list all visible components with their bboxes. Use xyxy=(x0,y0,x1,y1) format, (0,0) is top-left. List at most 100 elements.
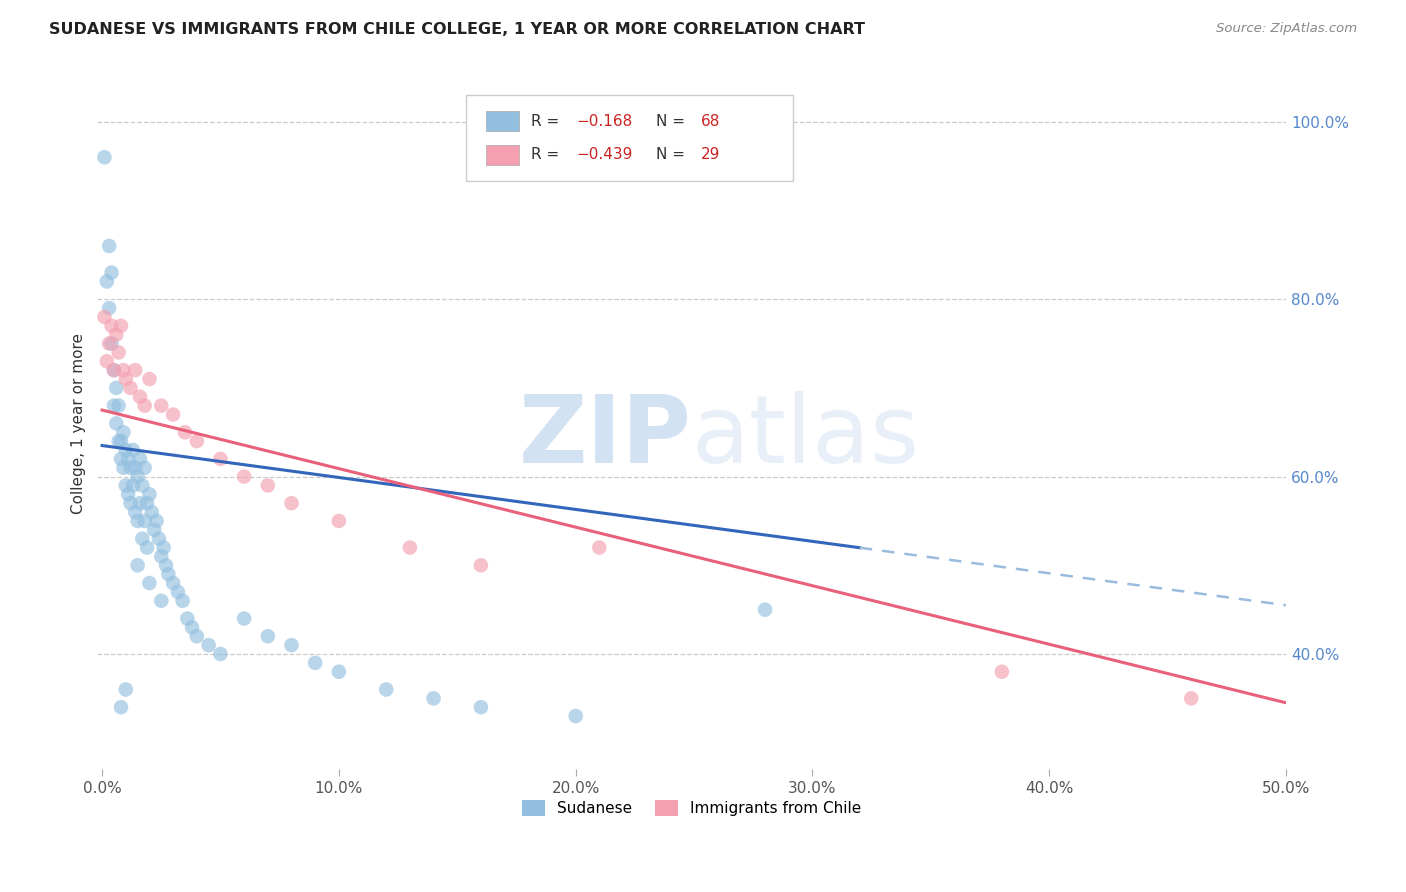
Point xyxy=(233,469,256,483)
Point xyxy=(280,638,302,652)
Point xyxy=(107,434,129,449)
Point xyxy=(107,345,129,359)
Point xyxy=(124,460,146,475)
Point xyxy=(129,390,152,404)
Point xyxy=(564,709,586,723)
Point xyxy=(110,700,132,714)
Point xyxy=(105,327,128,342)
Point xyxy=(110,434,132,449)
Point xyxy=(233,611,256,625)
Point xyxy=(98,301,121,315)
Point xyxy=(103,399,125,413)
Text: −0.439: −0.439 xyxy=(576,147,633,162)
Point xyxy=(375,682,398,697)
Point xyxy=(127,558,149,573)
Point xyxy=(105,381,128,395)
Point xyxy=(150,594,173,608)
Point xyxy=(143,523,166,537)
Text: SUDANESE VS IMMIGRANTS FROM CHILE COLLEGE, 1 YEAR OR MORE CORRELATION CHART: SUDANESE VS IMMIGRANTS FROM CHILE COLLEG… xyxy=(49,22,865,37)
FancyBboxPatch shape xyxy=(465,95,793,181)
Point xyxy=(134,514,156,528)
Point xyxy=(93,310,115,324)
Point xyxy=(138,576,160,591)
Point xyxy=(117,451,139,466)
Point xyxy=(112,460,135,475)
Point xyxy=(122,478,145,492)
Point xyxy=(1180,691,1202,706)
Point xyxy=(470,700,492,714)
Point xyxy=(422,691,444,706)
Point xyxy=(131,532,153,546)
Text: N =: N = xyxy=(657,113,690,128)
Point xyxy=(129,496,152,510)
Point xyxy=(136,541,159,555)
Point xyxy=(197,638,219,652)
Point xyxy=(172,594,194,608)
Point xyxy=(96,275,118,289)
Point xyxy=(112,363,135,377)
Text: R =: R = xyxy=(531,147,564,162)
Text: N =: N = xyxy=(657,147,690,162)
Point xyxy=(328,665,350,679)
Point xyxy=(138,487,160,501)
Point xyxy=(100,336,122,351)
Point xyxy=(98,239,121,253)
Point xyxy=(209,647,232,661)
Text: atlas: atlas xyxy=(692,392,920,483)
Point xyxy=(256,478,278,492)
Point xyxy=(127,469,149,483)
Text: R =: R = xyxy=(531,113,564,128)
Point xyxy=(186,434,208,449)
Point xyxy=(105,417,128,431)
Point xyxy=(134,399,156,413)
Point xyxy=(152,541,174,555)
Point xyxy=(155,558,177,573)
Point xyxy=(280,496,302,510)
Point xyxy=(93,150,115,164)
Point xyxy=(162,576,184,591)
Point xyxy=(96,354,118,368)
Text: 29: 29 xyxy=(702,147,720,162)
Point xyxy=(114,442,136,457)
FancyBboxPatch shape xyxy=(486,145,519,165)
Point xyxy=(100,266,122,280)
Point xyxy=(328,514,350,528)
Point xyxy=(127,514,149,528)
Point xyxy=(103,363,125,377)
Legend: Sudanese, Immigrants from Chile: Sudanese, Immigrants from Chile xyxy=(515,793,869,824)
Point xyxy=(124,505,146,519)
Point xyxy=(209,451,232,466)
Point xyxy=(181,620,204,634)
Point xyxy=(110,318,132,333)
Point xyxy=(186,629,208,643)
Point xyxy=(110,451,132,466)
Point xyxy=(991,665,1014,679)
Point xyxy=(98,336,121,351)
Point xyxy=(470,558,492,573)
Point xyxy=(120,496,142,510)
FancyBboxPatch shape xyxy=(486,111,519,131)
Point xyxy=(176,611,198,625)
Point xyxy=(120,381,142,395)
Point xyxy=(145,514,167,528)
Text: −0.168: −0.168 xyxy=(576,113,633,128)
Point xyxy=(157,567,180,582)
Point xyxy=(166,585,188,599)
Point xyxy=(112,425,135,440)
Point xyxy=(150,549,173,564)
Point xyxy=(148,532,170,546)
Point xyxy=(754,602,776,616)
Point xyxy=(304,656,326,670)
Text: ZIP: ZIP xyxy=(519,392,692,483)
Point xyxy=(131,478,153,492)
Point xyxy=(107,399,129,413)
Point xyxy=(114,682,136,697)
Point xyxy=(114,478,136,492)
Point xyxy=(117,487,139,501)
Point xyxy=(256,629,278,643)
Point xyxy=(129,451,152,466)
Point xyxy=(399,541,422,555)
Y-axis label: College, 1 year or more: College, 1 year or more xyxy=(72,333,86,514)
Point xyxy=(114,372,136,386)
Point xyxy=(122,442,145,457)
